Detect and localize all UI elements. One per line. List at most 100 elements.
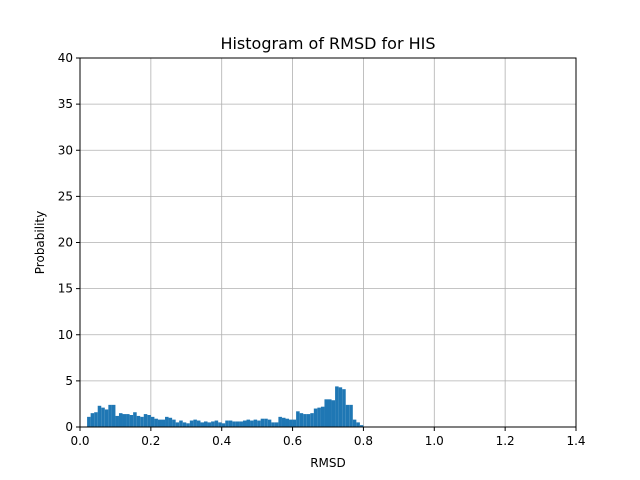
- histogram-bar: [257, 421, 261, 427]
- x-tick-label: 0.8: [354, 434, 373, 448]
- histogram-bar: [243, 421, 247, 427]
- y-tick-label: 35: [58, 97, 73, 111]
- histogram-bar: [140, 417, 144, 427]
- histogram-bar: [169, 418, 173, 427]
- histogram-bar: [190, 421, 194, 427]
- histogram-bar: [133, 412, 137, 427]
- histogram-bar: [232, 421, 236, 427]
- histogram-bar: [335, 386, 339, 427]
- histogram-bar: [275, 422, 279, 427]
- histogram-bar: [98, 406, 102, 427]
- histogram-bar: [346, 405, 350, 427]
- histogram-bar: [193, 420, 197, 427]
- histogram-bar: [285, 419, 289, 427]
- x-tick-label: 0.6: [283, 434, 302, 448]
- histogram-bar: [293, 420, 297, 427]
- y-tick-label: 25: [58, 189, 73, 203]
- histogram-bar: [229, 421, 233, 427]
- histogram-bar: [208, 422, 212, 427]
- histogram-bar: [123, 414, 127, 427]
- histogram-bar: [303, 414, 307, 427]
- x-tick-label: 1.4: [566, 434, 585, 448]
- histogram-bar: [314, 409, 318, 427]
- histogram-bar: [225, 421, 229, 427]
- y-tick-label: 40: [58, 51, 73, 65]
- histogram-bar: [321, 407, 325, 427]
- histogram-bar: [172, 420, 176, 427]
- histogram-bar: [105, 409, 109, 427]
- y-tick-label: 10: [58, 328, 73, 342]
- x-tick-label: 0.4: [212, 434, 231, 448]
- histogram-bar: [218, 422, 222, 427]
- histogram-bar: [130, 415, 134, 427]
- histogram-bar: [261, 419, 265, 427]
- histogram-bar: [204, 421, 208, 427]
- histogram-bar: [271, 422, 275, 427]
- histogram-bar: [289, 420, 293, 427]
- histogram-bar: [151, 417, 155, 427]
- histogram-bar: [254, 420, 258, 427]
- histogram-bar: [115, 416, 119, 427]
- histogram-bar: [183, 422, 187, 427]
- histogram-bar: [137, 416, 141, 427]
- y-tick-label: 30: [58, 143, 73, 157]
- histogram-bar: [87, 417, 91, 427]
- histogram-bar: [179, 421, 183, 427]
- grid-layer: [80, 58, 576, 427]
- histogram-bar: [328, 399, 332, 427]
- histogram-bar: [247, 420, 251, 427]
- histogram-bar: [349, 405, 353, 427]
- histogram-bar: [200, 422, 204, 427]
- histogram-bar: [215, 421, 219, 427]
- histogram-bar: [268, 420, 272, 427]
- ticks-layer: 0.0 0.2 0.4 0.6 0.8 1.0 1.2 1.40510152025303540: [58, 51, 586, 448]
- histogram-bar: [186, 423, 190, 427]
- histogram-bar: [158, 420, 162, 427]
- bars-layer: [87, 386, 363, 427]
- histogram-bar: [250, 421, 254, 427]
- y-tick-label: 0: [65, 420, 73, 434]
- histogram-bar: [222, 423, 226, 427]
- histogram-bar: [144, 414, 148, 427]
- histogram-bar: [264, 419, 268, 427]
- histogram-bar: [108, 405, 112, 427]
- histogram-bar: [310, 413, 314, 427]
- histogram-bar: [176, 422, 180, 427]
- histogram-bar: [101, 408, 105, 427]
- histogram-bar: [236, 421, 240, 427]
- histogram-bar: [332, 400, 336, 427]
- histogram-bar: [211, 421, 215, 427]
- x-tick-label: 1.0: [425, 434, 444, 448]
- histogram-bar: [154, 419, 158, 427]
- histogram-bar: [91, 413, 95, 427]
- histogram-bar: [296, 411, 300, 427]
- histogram-bar: [112, 405, 116, 427]
- x-axis-label: RMSD: [310, 456, 346, 470]
- y-tick-label: 15: [58, 282, 73, 296]
- histogram-bar: [126, 414, 130, 427]
- chart-title: Histogram of RMSD for HIS: [220, 34, 435, 53]
- histogram-bar: [307, 414, 311, 427]
- y-axis-label: Probability: [33, 211, 47, 274]
- histogram-bar: [339, 387, 343, 427]
- histogram-bar: [161, 420, 165, 427]
- histogram-bar: [147, 415, 151, 427]
- histogram-bar: [94, 412, 98, 427]
- histogram-bar: [282, 418, 286, 427]
- x-tick-label: 0.2: [141, 434, 160, 448]
- histogram-bar: [119, 413, 123, 427]
- histogram-bar: [278, 417, 282, 427]
- histogram-bar: [353, 420, 357, 427]
- histogram-bar: [165, 417, 169, 427]
- histogram-bar: [239, 421, 243, 427]
- histogram-bar: [197, 421, 201, 427]
- y-tick-label: 20: [58, 236, 73, 250]
- x-tick-label: 1.2: [496, 434, 515, 448]
- histogram-bar: [300, 413, 304, 427]
- histogram-bar: [324, 399, 328, 427]
- y-tick-label: 5: [65, 374, 73, 388]
- histogram-bar: [317, 408, 321, 427]
- histogram-bar: [356, 422, 360, 427]
- histogram-bar: [342, 389, 346, 427]
